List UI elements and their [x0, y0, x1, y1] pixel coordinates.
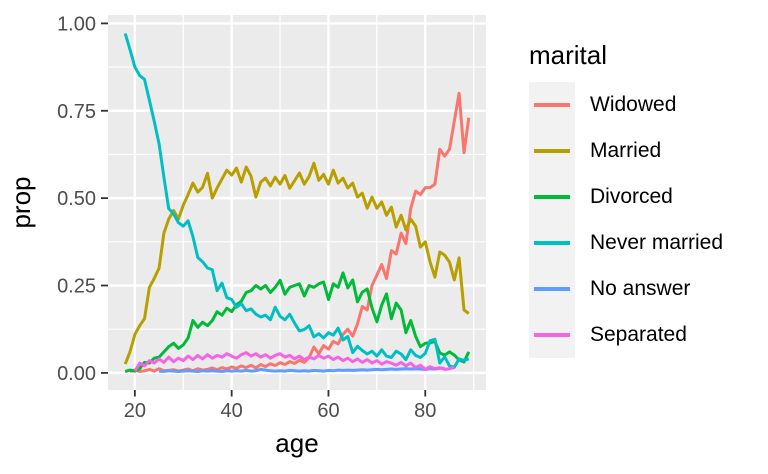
legend-key-married — [529, 128, 575, 174]
legend-swatch-line-divorced — [534, 195, 570, 199]
legend-items: Widowed Married Divorced Never married No an… — [529, 82, 723, 358]
legend-title: marital — [529, 40, 608, 70]
y-axis-title: prop — [6, 176, 36, 228]
legend: marital Widowed Married Divorced Never marr… — [529, 40, 723, 358]
y-tick-label: 0.75 — [57, 101, 96, 123]
y-tick-label: 0.00 — [57, 363, 96, 385]
x-tick-label: 20 — [124, 400, 146, 422]
legend-swatch-line-married — [534, 149, 570, 153]
legend-item-married: Married — [529, 128, 723, 174]
legend-item-divorced: Divorced — [529, 174, 723, 220]
legend-swatch-line-separated — [534, 333, 570, 337]
legend-item-never-married: Never married — [529, 220, 723, 266]
legend-item-separated: Separated — [529, 312, 723, 358]
plot-panel — [108, 15, 486, 390]
x-tick-label: 80 — [414, 400, 436, 422]
y-tick-label: 0.25 — [57, 276, 96, 298]
legend-swatch-line-widowed — [534, 103, 570, 107]
series-line-separated — [133, 351, 455, 372]
legend-key-widowed — [529, 82, 575, 128]
legend-label-never-married: Never married — [590, 231, 724, 254]
y-tick-label: 1.00 — [57, 13, 96, 35]
y-tick-label: 0.50 — [57, 188, 96, 210]
series-line-widowed — [129, 91, 471, 373]
x-tick-label: 40 — [221, 400, 243, 422]
legend-label-widowed: Widowed — [590, 93, 677, 116]
legend-label-no-answer: No answer — [590, 277, 691, 300]
legend-swatch-line-no-answer — [534, 287, 570, 291]
legend-item-widowed: Widowed — [529, 82, 723, 128]
x-tick-label: 60 — [317, 400, 339, 422]
legend-swatch-line-never-married — [534, 241, 570, 245]
series-line-never-married — [123, 33, 470, 369]
series-line-divorced — [124, 271, 471, 373]
legend-key-never-married — [529, 220, 575, 266]
legend-key-separated — [529, 312, 575, 358]
legend-item-no-answer: No answer — [529, 266, 723, 312]
x-axis-title: age — [275, 428, 318, 458]
legend-label-divorced: Divorced — [590, 185, 673, 208]
legend-label-separated: Separated — [590, 323, 687, 346]
series-line-no-answer — [158, 366, 445, 373]
legend-key-divorced — [529, 174, 575, 220]
legend-label-married: Married — [590, 139, 662, 162]
legend-key-no-answer — [529, 266, 575, 312]
series-line-married — [123, 161, 470, 365]
